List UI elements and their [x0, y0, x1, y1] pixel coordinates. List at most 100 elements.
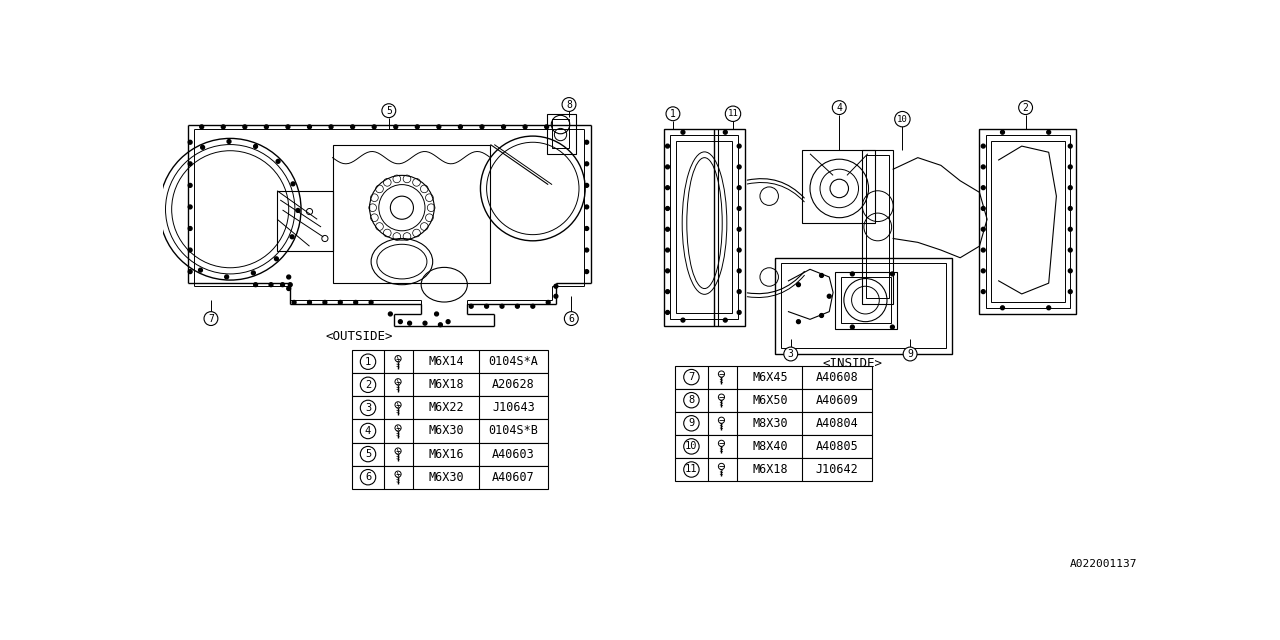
Circle shape	[361, 447, 376, 462]
Text: A40603: A40603	[493, 447, 535, 461]
Circle shape	[737, 310, 741, 314]
Circle shape	[585, 184, 589, 188]
Text: 0104S*A: 0104S*A	[489, 355, 539, 368]
Text: <OUTSIDE>: <OUTSIDE>	[326, 330, 393, 343]
Circle shape	[545, 125, 549, 129]
Text: 8: 8	[566, 99, 572, 109]
Circle shape	[287, 275, 291, 279]
Circle shape	[458, 125, 462, 129]
Text: A022001137: A022001137	[1070, 559, 1137, 569]
Circle shape	[288, 283, 292, 287]
Circle shape	[982, 227, 986, 231]
Circle shape	[547, 301, 550, 305]
Text: A40805: A40805	[815, 440, 859, 453]
Bar	[979, 129, 1075, 314]
Text: <INSIDE>: <INSIDE>	[822, 356, 882, 370]
Circle shape	[684, 369, 699, 385]
Circle shape	[361, 400, 376, 415]
Circle shape	[1019, 100, 1033, 115]
Circle shape	[274, 257, 278, 260]
Bar	[676, 458, 872, 481]
Circle shape	[1047, 306, 1051, 310]
Bar	[352, 350, 548, 373]
Bar	[552, 119, 570, 148]
Circle shape	[201, 145, 205, 149]
Bar	[676, 365, 872, 388]
Text: M6X50: M6X50	[753, 394, 787, 406]
Circle shape	[585, 248, 589, 252]
Circle shape	[666, 269, 669, 273]
Circle shape	[554, 284, 558, 288]
Text: 3: 3	[365, 403, 371, 413]
Circle shape	[666, 248, 669, 252]
Circle shape	[243, 125, 247, 129]
Circle shape	[296, 209, 300, 212]
Circle shape	[666, 144, 669, 148]
Circle shape	[564, 312, 579, 326]
Bar	[278, 191, 333, 251]
Circle shape	[585, 162, 589, 166]
Circle shape	[891, 272, 895, 276]
Circle shape	[666, 207, 669, 211]
Circle shape	[982, 248, 986, 252]
Circle shape	[372, 125, 376, 129]
Circle shape	[585, 205, 589, 209]
Circle shape	[1069, 144, 1073, 148]
Circle shape	[723, 131, 727, 134]
Bar	[991, 141, 1065, 303]
Circle shape	[982, 269, 986, 273]
Circle shape	[307, 125, 311, 129]
Circle shape	[480, 125, 484, 129]
Circle shape	[666, 186, 669, 189]
Circle shape	[982, 290, 986, 294]
Circle shape	[531, 305, 535, 308]
Text: M6X18: M6X18	[429, 378, 465, 391]
Circle shape	[516, 305, 520, 308]
Bar	[676, 435, 872, 458]
Text: 8: 8	[689, 395, 695, 405]
Circle shape	[381, 104, 396, 118]
Text: J10642: J10642	[815, 463, 859, 476]
Bar	[676, 141, 732, 313]
Text: M8X40: M8X40	[753, 440, 787, 453]
Circle shape	[253, 283, 257, 287]
Bar	[841, 277, 891, 323]
Circle shape	[891, 325, 895, 329]
Circle shape	[585, 140, 589, 144]
Circle shape	[1069, 248, 1073, 252]
Circle shape	[726, 106, 741, 122]
Text: J10643: J10643	[493, 401, 535, 415]
Circle shape	[251, 271, 255, 275]
Bar	[664, 129, 745, 326]
Circle shape	[585, 227, 589, 230]
Circle shape	[276, 159, 280, 163]
Bar	[776, 258, 952, 354]
Circle shape	[416, 125, 420, 129]
Circle shape	[1069, 290, 1073, 294]
Circle shape	[280, 283, 284, 287]
Text: A40804: A40804	[815, 417, 859, 430]
Circle shape	[827, 294, 831, 298]
Circle shape	[361, 377, 376, 392]
Text: M6X30: M6X30	[429, 424, 465, 438]
Circle shape	[287, 287, 291, 291]
Text: M6X45: M6X45	[753, 371, 787, 383]
Text: M8X30: M8X30	[753, 417, 787, 430]
Circle shape	[1001, 306, 1005, 310]
Circle shape	[982, 186, 986, 189]
Circle shape	[265, 125, 269, 129]
Circle shape	[188, 162, 192, 166]
Text: 1: 1	[365, 356, 371, 367]
Text: 1: 1	[669, 109, 676, 119]
Circle shape	[666, 165, 669, 169]
Bar	[352, 466, 548, 489]
Circle shape	[447, 320, 451, 324]
Text: M6X14: M6X14	[429, 355, 465, 368]
Text: 10: 10	[897, 115, 908, 124]
Text: A40609: A40609	[815, 394, 859, 406]
Circle shape	[323, 301, 326, 305]
Text: M6X16: M6X16	[429, 447, 465, 461]
Text: 5: 5	[385, 106, 392, 116]
Text: 11: 11	[685, 465, 698, 474]
Circle shape	[361, 470, 376, 485]
